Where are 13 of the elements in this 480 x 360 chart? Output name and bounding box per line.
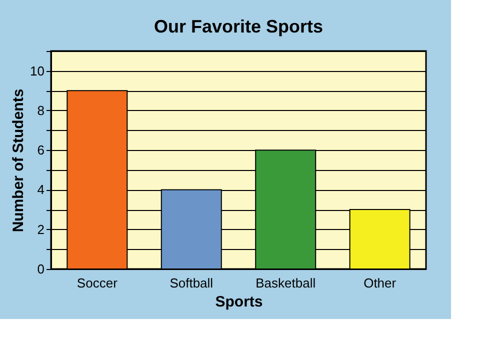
- y-tick-label: 0: [37, 262, 44, 276]
- x-tick-label: Basketball: [256, 276, 316, 290]
- y-tick-label: 4: [37, 182, 44, 198]
- x-axis-title: Sports: [215, 294, 263, 310]
- y-tick-label: 8: [37, 102, 44, 118]
- y-axis-title: Number of Students: [10, 88, 28, 232]
- x-tick-label: Soccer: [76, 276, 118, 290]
- y-tick-label: 6: [37, 142, 44, 158]
- chart-title: Our Favorite Sports: [154, 16, 324, 36]
- x-tick-label: Other: [364, 276, 397, 290]
- y-tick-label: 2: [37, 222, 44, 237]
- y-tick-label: 10: [30, 63, 44, 78]
- x-tick-label: Softball: [170, 276, 214, 290]
